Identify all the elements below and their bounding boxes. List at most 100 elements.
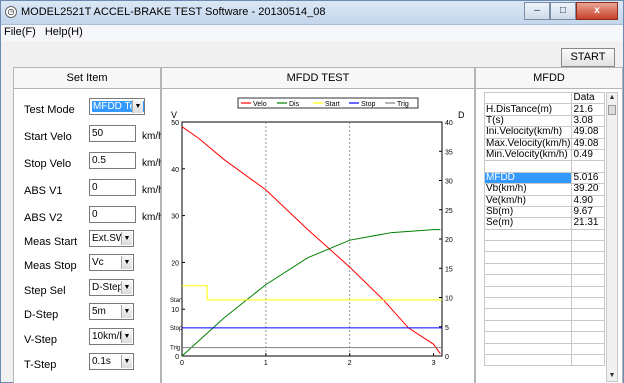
table-row[interactable]	[483, 262, 605, 276]
y-tick-label-right: 25	[445, 208, 453, 215]
d-step-select[interactable]: 5m ▼	[89, 303, 134, 320]
table-row[interactable]	[483, 353, 605, 367]
row-name-cell	[483, 240, 573, 253]
y-tick-label-left: 30	[171, 214, 179, 221]
v-step-select[interactable]: 10km/h ▼	[89, 328, 134, 345]
table-row[interactable]	[483, 240, 605, 253]
set-item-panel: Set Item Test Mode MFDD Test ▼ Start Vel…	[13, 67, 164, 383]
vertical-scrollbar[interactable]: ▲ ▼	[606, 92, 618, 382]
scroll-thumb[interactable]	[608, 105, 616, 115]
abs-v2-row: ABS V2 0 km/h	[24, 206, 164, 226]
table-row[interactable]	[483, 285, 605, 299]
table-row[interactable]: Sb(m) 9.67	[483, 205, 605, 219]
chevron-down-icon[interactable]: ▼	[121, 305, 132, 318]
y-tick-label-right: 0	[445, 354, 449, 361]
y-tick-label-right: 5	[445, 325, 449, 332]
step-sel-select[interactable]: D-Step ▼	[89, 279, 134, 296]
abs-v1-input[interactable]: 0	[89, 179, 136, 196]
row-name-cell: Ve(km/h)	[483, 194, 573, 207]
table-row[interactable]	[483, 331, 605, 344]
maximize-icon[interactable]: □	[550, 2, 576, 20]
left-marker-label: Trig	[170, 346, 180, 352]
legend-label: Start	[325, 101, 340, 108]
meas-stop-select[interactable]: Vc ▼	[89, 254, 134, 271]
start-button[interactable]: START	[561, 48, 615, 67]
table-row[interactable]	[483, 228, 605, 242]
v-step-label: V-Step	[24, 334, 58, 346]
row-name-cell: Se(m)	[483, 217, 573, 230]
test-mode-select[interactable]: MFDD Test ▼	[89, 98, 145, 115]
chevron-down-icon[interactable]: ▼	[121, 256, 132, 269]
table-row[interactable]: Ini.Velocity(km/h) 49.08	[483, 126, 605, 139]
v-step-value: 10km/h	[92, 331, 125, 342]
menu-help[interactable]: Help(H)	[44, 26, 83, 38]
table-row[interactable]: Ve(km/h) 4.90	[483, 194, 605, 207]
row-value-cell	[571, 274, 605, 287]
row-name-cell	[483, 160, 573, 173]
row-value-cell: 0.49	[571, 148, 605, 162]
mfdd-header: MFDD	[476, 68, 622, 89]
table-row[interactable]	[483, 319, 605, 333]
table-row[interactable]: Max.Velocity(km/h) 49.08	[483, 137, 605, 150]
row-name-cell: H.DisTance(m)	[483, 103, 573, 116]
y-tick-label-right: 10	[445, 296, 453, 303]
row-value-cell	[571, 297, 605, 310]
abs-v1-label: ABS V1	[24, 185, 63, 197]
row-value-cell	[571, 160, 605, 173]
y-tick-label-right: 40	[445, 120, 453, 127]
table-header-row: Data	[483, 91, 605, 105]
start-velo-input[interactable]: 50	[89, 125, 136, 142]
table-row[interactable]	[483, 342, 605, 356]
d-step-row: D-Step 5m ▼	[24, 303, 164, 323]
abs-v2-input[interactable]: 0	[89, 206, 136, 223]
y-tick-label-left: 50	[171, 120, 179, 127]
table-row[interactable]: Se(m) 21.31	[483, 217, 605, 230]
t-step-select[interactable]: 0.1s ▼	[89, 353, 134, 370]
row-value-cell	[571, 240, 605, 253]
table-row[interactable]: T(s) 3.08	[483, 114, 605, 128]
table-row[interactable]	[483, 160, 605, 173]
meas-stop-value: Vc	[92, 257, 104, 268]
meas-stop-label: Meas Stop	[24, 260, 77, 272]
y-axis-left-label: V	[171, 110, 177, 120]
left-marker-label: Start	[170, 298, 183, 304]
row-name-cell	[483, 274, 573, 287]
legend-label: Stop	[361, 101, 376, 108]
meas-start-select[interactable]: Ext.SW ▼	[89, 230, 134, 247]
table-row[interactable]	[483, 297, 605, 310]
start-velo-row: Start Velo 50 km/h	[24, 125, 164, 145]
y-tick-label-left: 0	[175, 354, 179, 361]
table-row[interactable]	[483, 274, 605, 287]
menu-file[interactable]: File(F)	[4, 26, 36, 38]
table-row[interactable]: Vb(km/h) 39.20	[483, 183, 605, 196]
title-bar[interactable]: ◷ MODEL2521T ACCEL-BRAKE TEST Software -…	[1, 1, 623, 25]
stop-velo-input[interactable]: 0.5	[89, 152, 136, 169]
chevron-down-icon[interactable]: ▼	[121, 330, 132, 343]
step-sel-row: Step Sel D-Step ▼	[24, 279, 164, 299]
chevron-down-icon[interactable]: ▼	[132, 100, 143, 113]
chevron-down-icon[interactable]: ▼	[121, 355, 132, 368]
window-controls: – □ x	[524, 2, 618, 20]
left-marker-label: Stop	[170, 326, 183, 332]
minimize-icon[interactable]: –	[524, 2, 550, 20]
row-name-cell	[483, 331, 573, 344]
scroll-down-icon[interactable]: ▼	[608, 372, 616, 379]
table-row[interactable]: H.DisTance(m) 21.6	[483, 103, 605, 116]
row-name-cell	[483, 262, 573, 276]
y-tick-label-right: 20	[445, 237, 453, 244]
row-value-cell: 9.67	[571, 205, 605, 219]
table-row[interactable]	[483, 308, 605, 321]
scroll-up-icon[interactable]: ▲	[608, 94, 616, 101]
table-row[interactable]: MFDD 5.016	[483, 171, 605, 185]
window-title: MODEL2521T ACCEL-BRAKE TEST Software - 2…	[21, 6, 326, 18]
row-name-cell: T(s)	[483, 114, 573, 128]
table-row[interactable]: Min.Velocity(km/h) 0.49	[483, 148, 605, 162]
mfdd-panel: MFDD Data H.DisTance(m) 21.6 T(s) 3.08 Ini.V…	[475, 67, 623, 383]
table-row[interactable]	[483, 251, 605, 264]
chevron-down-icon[interactable]: ▼	[121, 232, 132, 245]
row-value-cell: 39.20	[571, 183, 605, 196]
chevron-down-icon[interactable]: ▼	[121, 281, 132, 294]
meas-start-label: Meas Start	[24, 236, 78, 248]
close-icon[interactable]: x	[576, 2, 618, 20]
